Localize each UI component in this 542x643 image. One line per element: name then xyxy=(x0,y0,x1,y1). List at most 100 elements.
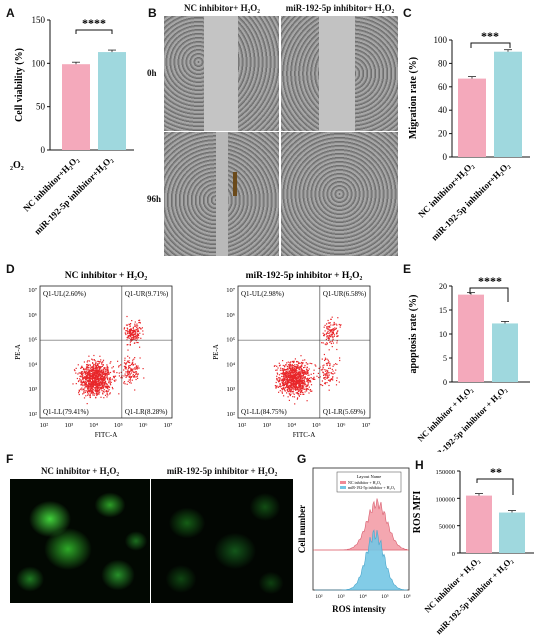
quadrant-label: Q1-UL(2.60%) xyxy=(43,290,87,298)
y-tick-label: 100000 xyxy=(436,496,456,503)
x-axis-label: FITC-A xyxy=(293,431,316,439)
y-tick-label: 80 xyxy=(438,58,448,68)
bar-1 xyxy=(492,323,518,382)
bar-0 xyxy=(458,78,486,157)
y-tick-label: 15 xyxy=(439,306,447,315)
stray-label: ₂O₂ xyxy=(10,160,24,171)
sig-marker: **** xyxy=(478,274,502,288)
x-tick-label: 10⁴ xyxy=(359,594,367,600)
panel-label-c: C xyxy=(403,6,412,20)
panel-label-d: D xyxy=(6,262,15,276)
panel-label-e: E xyxy=(403,262,412,276)
plot-frame xyxy=(237,285,371,419)
column-title: miR-192-5p inhibitor+ H₂O₂ xyxy=(285,3,395,13)
panel-label-b: B xyxy=(148,6,157,20)
bar-1 xyxy=(98,52,126,150)
y-tick-label: 150000 xyxy=(436,469,456,476)
micrograph-nc-0h xyxy=(164,16,279,131)
plot-title: miR-192-5p inhibitor + H₂O₂ xyxy=(246,271,363,281)
y-tick-label: 50 xyxy=(36,102,46,112)
histogram-series-nc xyxy=(315,498,408,551)
y-tick-label: 150 xyxy=(32,15,46,25)
y-tick-label: 10⁶ xyxy=(226,312,235,319)
histogram-series-mir xyxy=(315,529,408,591)
image-title: miR-192-5p inhibitor + H₂O₂ xyxy=(166,466,278,476)
y-tick-label: 0 xyxy=(443,378,447,387)
y-tick-label: 20 xyxy=(439,282,447,291)
panel-label-f: F xyxy=(6,452,14,466)
x-tick-label: 10² xyxy=(238,422,247,429)
legend-swatch xyxy=(340,481,346,484)
y-axis-label: apoptosis rate (%) xyxy=(408,295,419,374)
x-tick-label: 10⁶ xyxy=(337,422,346,429)
panel-g-histogram: Layout Name NC inhibitor + H₂O₂ miR-192-… xyxy=(297,467,411,614)
x-tick-label: 10⁵ xyxy=(381,594,389,600)
legend-entry: NC inhibitor + H₂O₂ xyxy=(348,480,382,485)
y-tick-label: 10⁵ xyxy=(226,337,235,344)
x-tick-label: 10⁴ xyxy=(287,422,297,429)
plot-title: NC inhibitor + H₂O₂ xyxy=(65,271,148,281)
y-tick-label: 10⁷ xyxy=(28,287,37,294)
y-tick-label: 50000 xyxy=(439,524,455,531)
x-tick-label: NC inhibitor + H₂O₂ xyxy=(422,555,482,615)
x-axis-label: FITC-A xyxy=(95,431,118,439)
y-tick-label: 100 xyxy=(32,58,46,68)
sig-marker: ** xyxy=(490,465,502,479)
y-axis-label: ROS MFI xyxy=(412,491,423,534)
image-title: NC inhibitor + H₂O₂ xyxy=(40,466,120,476)
quadrant-label: Q1-LR(8.28%) xyxy=(125,408,168,416)
bar-0 xyxy=(458,294,484,382)
y-tick-label: 60 xyxy=(438,82,448,92)
quadrant-label: Q1-LL(79.41%) xyxy=(43,408,89,416)
bar-1 xyxy=(499,512,525,553)
y-tick-label: 40 xyxy=(438,105,448,115)
sig-bracket xyxy=(470,42,511,48)
sig-marker: *** xyxy=(481,29,499,43)
panel-label-h: H xyxy=(415,458,424,472)
x-tick-label: 10³ xyxy=(263,422,272,429)
y-axis-label: PE-A xyxy=(212,344,220,360)
y-tick-label: 10⁵ xyxy=(28,337,37,344)
y-tick-label: 10³ xyxy=(227,386,236,393)
x-tick-label: miR-192-5p inhibitor+H₂O₂ xyxy=(429,160,511,242)
panel-a-chart: 0 50 100 150 Cell viability (%) ₂O₂ **** NC… xyxy=(10,15,134,237)
y-tick-label: 10³ xyxy=(29,386,38,393)
quadrant-label: Q1-UL(2.98%) xyxy=(241,290,285,298)
quadrant-label: Q1-UR(9.71%) xyxy=(125,290,169,298)
y-axis-label: PE-A xyxy=(14,344,22,360)
panel-e-chart: 0 5 10 15 20 apoptosis rate (%) **** NC inhi… xyxy=(408,274,530,452)
plot-frame xyxy=(39,285,173,419)
x-tick-label: 10⁵ xyxy=(114,422,123,429)
legend-title: Layout Name xyxy=(357,474,382,479)
legend-entry: miR-192-5p inhibitor + H₂O₂ xyxy=(348,485,396,490)
sig-bracket xyxy=(75,29,113,34)
micrograph-nc-96h xyxy=(164,132,279,256)
y-tick-label: 10⁴ xyxy=(226,361,236,368)
y-tick-label: 5 xyxy=(443,354,447,363)
y-tick-label: 20 xyxy=(438,129,448,139)
x-axis-label: ROS intensity xyxy=(332,604,386,614)
micrograph-mir-0h xyxy=(281,16,398,131)
y-tick-label: 10⁴ xyxy=(28,361,38,368)
row-label: 96h xyxy=(147,194,162,204)
x-tick-label: NC inhibitor + H₂O₂ xyxy=(415,384,475,444)
quadrant-label: Q1-LL(84.75%) xyxy=(241,408,287,416)
x-tick-label: 10⁵ xyxy=(312,422,321,429)
sig-marker: **** xyxy=(82,16,106,30)
y-tick-label: 10² xyxy=(29,411,38,418)
y-tick-label: 0 xyxy=(443,152,448,162)
y-axis-label: Cell number xyxy=(297,505,307,553)
panel-label-a: A xyxy=(6,6,15,20)
x-tick-label: 10³ xyxy=(65,422,74,429)
legend-box xyxy=(336,471,402,493)
bar-0 xyxy=(62,64,90,150)
legend-swatch xyxy=(340,486,346,489)
bar-0 xyxy=(466,495,492,553)
sig-bracket xyxy=(476,478,514,495)
panel-label-g: G xyxy=(297,452,307,466)
x-tick-label: 10³ xyxy=(337,594,345,600)
x-tick-label: 10⁶ xyxy=(139,422,148,429)
y-tick-label: 0 xyxy=(41,145,46,155)
